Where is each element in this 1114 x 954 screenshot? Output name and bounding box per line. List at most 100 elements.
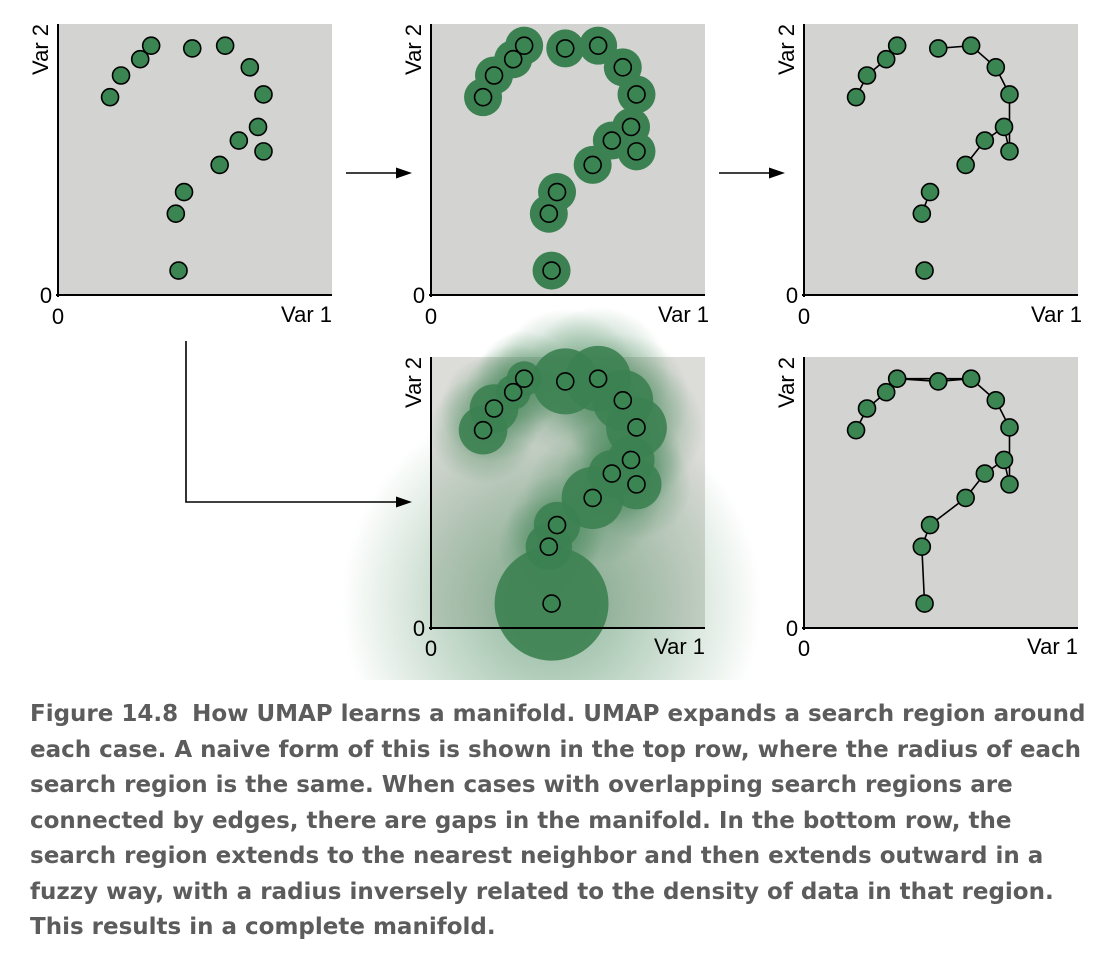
- data-point: [912, 204, 932, 223]
- panel-background: [58, 24, 332, 295]
- x-axis-label: Var 1: [1031, 302, 1082, 327]
- point-layer: [473, 36, 646, 280]
- point-layer: [100, 36, 273, 280]
- caption-text: How UMAP learns a manifold. UMAP expands…: [30, 701, 1086, 940]
- x-axis-label: Var 1: [658, 302, 709, 327]
- data-point: [915, 261, 934, 280]
- data-point: [920, 182, 940, 202]
- data-point: [484, 66, 504, 85]
- data-point: [857, 66, 877, 85]
- y-axis-label: Var 2: [28, 24, 53, 75]
- data-point: [857, 399, 877, 418]
- data-point: [484, 399, 504, 418]
- data-point: [876, 382, 896, 402]
- x-origin-label: 0: [52, 304, 64, 329]
- y-axis-label: Var 2: [401, 24, 426, 75]
- panel-top-right: Var 1 Var 2 0 0: [774, 24, 1082, 329]
- data-point: [254, 85, 273, 104]
- y-origin-label: 0: [413, 616, 425, 641]
- data-point: [100, 87, 120, 107]
- data-point: [503, 49, 523, 69]
- data-point: [248, 117, 268, 137]
- data-point: [583, 155, 602, 175]
- data-point: [547, 515, 567, 535]
- arrow-top-left-to-bottom-middle: [185, 341, 412, 508]
- y-origin-label: 0: [40, 283, 52, 308]
- data-point: [588, 369, 608, 388]
- y-axis-label: Var 2: [774, 24, 799, 75]
- data-point: [254, 142, 273, 161]
- panel-background: [804, 357, 1078, 628]
- panel-top-middle: Var 1 Var 2 0 0: [401, 24, 709, 329]
- panel-bottom-middle: Var 1 Var 2 0 0: [341, 306, 762, 680]
- data-point: [975, 464, 995, 483]
- data-point: [547, 182, 567, 202]
- data-point: [994, 117, 1014, 137]
- data-point: [1000, 475, 1019, 494]
- data-point: [174, 182, 194, 202]
- data-point: [627, 142, 646, 161]
- data-point: [1000, 418, 1019, 437]
- data-point: [229, 131, 249, 150]
- data-point: [240, 58, 260, 77]
- y-axis-label: Var 2: [401, 357, 426, 408]
- data-point: [912, 537, 932, 556]
- data-point: [846, 87, 866, 107]
- data-point: [956, 155, 975, 175]
- data-point: [846, 420, 866, 440]
- y-origin-label: 0: [786, 616, 798, 641]
- data-point: [215, 36, 235, 55]
- data-point: [473, 420, 493, 440]
- data-point: [621, 450, 641, 470]
- point-layer: [846, 369, 1019, 613]
- data-point: [876, 49, 896, 69]
- data-point: [166, 204, 186, 223]
- x-origin-label: 0: [425, 636, 437, 661]
- data-point: [514, 369, 534, 388]
- data-point: [915, 594, 934, 613]
- data-point: [588, 36, 608, 55]
- data-point: [887, 36, 907, 55]
- data-point: [928, 39, 948, 58]
- data-point: [539, 537, 559, 556]
- panel-top-left: Var 1 Var 2 0 0: [28, 24, 332, 329]
- data-point: [956, 488, 975, 508]
- x-axis-label: Var 1: [1027, 634, 1078, 659]
- data-point: [210, 155, 229, 175]
- data-point: [1000, 142, 1019, 161]
- data-point: [613, 58, 633, 77]
- data-point: [928, 372, 948, 391]
- umap-figure: Var 1 Var 2 0 0 Var 1 Var 2 0 0 Var 1 Va…: [28, 24, 1082, 680]
- data-point: [613, 391, 633, 410]
- x-origin-label: 0: [798, 636, 810, 661]
- data-point: [920, 515, 940, 535]
- data-point: [542, 261, 561, 280]
- x-axis-label: Var 1: [654, 634, 705, 659]
- data-point: [130, 49, 150, 69]
- data-point: [602, 131, 622, 150]
- data-point: [627, 475, 646, 494]
- data-point: [583, 488, 602, 508]
- data-point: [602, 464, 622, 483]
- data-point: [621, 117, 641, 137]
- data-point: [141, 36, 161, 55]
- data-point: [542, 594, 561, 613]
- data-point: [473, 87, 493, 107]
- point-layer: [846, 36, 1019, 280]
- figure-caption: Figure 14.8 How UMAP learns a manifold. U…: [30, 697, 1092, 946]
- y-axis-label: Var 2: [774, 357, 799, 408]
- data-point: [986, 58, 1006, 77]
- manifold-edge: [921, 546, 926, 604]
- x-axis-label: Var 1: [281, 302, 332, 327]
- data-point: [555, 372, 575, 391]
- arrow-top-left-to-middle: [346, 167, 412, 179]
- data-point: [961, 36, 981, 55]
- x-origin-label: 0: [425, 304, 437, 329]
- panel-background: [804, 24, 1078, 295]
- y-origin-label: 0: [413, 283, 425, 308]
- data-point: [887, 369, 907, 388]
- data-point: [627, 418, 646, 437]
- point-layer: [473, 369, 646, 613]
- figure-label: Figure 14.8: [30, 701, 179, 727]
- panel-bottom-right: Var 1 Var 2 0 0: [774, 357, 1078, 661]
